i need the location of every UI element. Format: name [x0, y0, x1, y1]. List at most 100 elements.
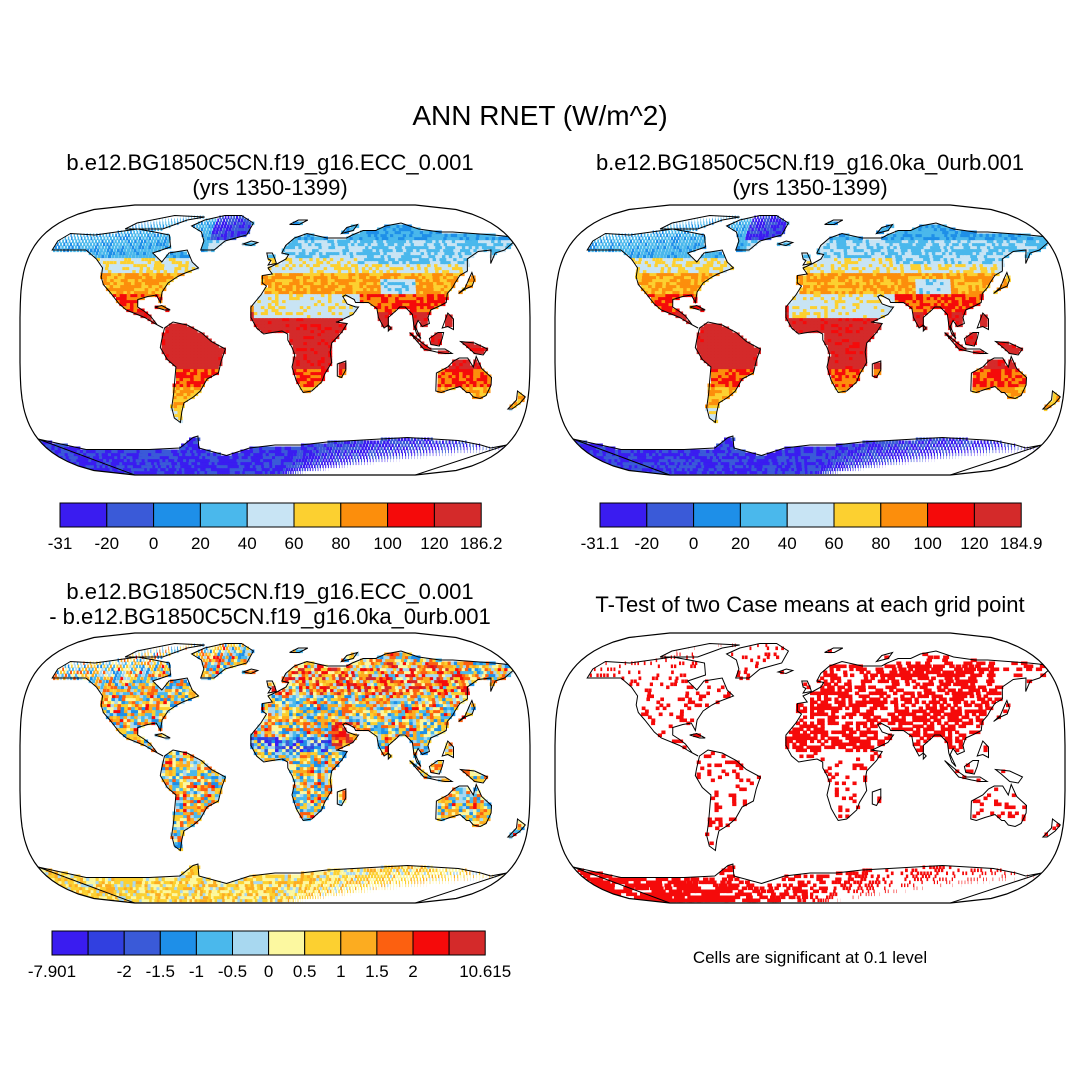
grid-cell	[135, 269, 140, 274]
grid-cell	[412, 290, 417, 295]
grid-cell	[146, 242, 149, 247]
grid-cell	[429, 248, 435, 253]
grid-cell	[260, 302, 265, 307]
grid-cell	[314, 335, 319, 340]
grid-cell	[175, 344, 180, 349]
coastline-antarctica	[37, 435, 507, 475]
grid-cell	[337, 272, 343, 277]
grid-cell	[437, 299, 442, 304]
grid-cell	[466, 341, 471, 346]
grid-cell	[391, 305, 396, 310]
grid-cell	[513, 404, 517, 409]
grid-cell	[275, 449, 279, 454]
grid-cell	[351, 245, 357, 250]
grid-cell	[445, 320, 450, 325]
grid-cell	[422, 440, 425, 445]
grid-cell	[214, 365, 219, 370]
grid-cell	[358, 272, 364, 277]
grid-cell	[179, 254, 184, 259]
grid-cell	[393, 224, 400, 229]
grid-cell	[449, 269, 454, 274]
grid-cell	[303, 383, 308, 388]
grid-cell	[285, 299, 290, 304]
grid-cell	[272, 458, 276, 463]
grid-cell	[158, 287, 163, 292]
grid-cell	[435, 254, 441, 259]
grid-cell	[294, 236, 299, 241]
grid-cell	[409, 440, 412, 445]
grid-cell	[323, 455, 326, 460]
grid-cell	[370, 452, 373, 457]
grid-cell	[326, 257, 331, 262]
grid-cell	[391, 293, 396, 298]
grid-cell	[857, 464, 859, 469]
grid-cell	[388, 305, 393, 310]
grid-cell	[318, 452, 322, 457]
grid-cell	[230, 230, 234, 235]
grid-cell	[310, 314, 315, 319]
grid-cell	[302, 251, 307, 256]
grid-cell	[366, 455, 368, 460]
grid-cell	[319, 260, 324, 265]
grid-cell	[337, 260, 342, 265]
grid-cell	[296, 338, 301, 343]
grid-cell	[314, 320, 319, 325]
grid-cell	[230, 233, 234, 238]
grid-cell	[416, 263, 422, 268]
grid-cell	[124, 275, 129, 280]
grid-cell	[352, 236, 358, 241]
grid-cell	[139, 269, 143, 274]
grid-cell	[113, 260, 117, 265]
grid-cell	[315, 251, 320, 256]
grid-cell	[96, 233, 98, 238]
grid-cell	[183, 395, 188, 400]
grid-cell	[278, 455, 282, 460]
grid-cell	[226, 224, 230, 229]
grid-cell	[293, 452, 297, 457]
grid-cell	[203, 227, 207, 232]
grid-cell	[190, 377, 195, 382]
grid-cell	[773, 464, 779, 469]
grid-cell	[355, 245, 360, 250]
grid-cell	[166, 452, 173, 457]
grid-cell	[158, 296, 163, 301]
grid-cell	[409, 299, 414, 304]
grid-cell	[295, 461, 298, 466]
grid-cell	[423, 437, 427, 442]
grid-cell	[282, 299, 287, 304]
grid-cell	[483, 386, 488, 391]
grid-cell	[183, 374, 188, 379]
grid-cell	[313, 371, 318, 376]
grid-cell	[150, 248, 154, 253]
grid-cell	[271, 329, 276, 334]
grid-cell	[206, 221, 209, 226]
grid-cell	[133, 290, 138, 295]
grid-cell	[328, 296, 333, 301]
grid-cell	[179, 257, 183, 262]
grid-cell	[193, 386, 198, 391]
grid-cell	[172, 341, 177, 346]
grid-cell	[275, 308, 280, 313]
grid-cell	[355, 461, 357, 466]
grid-cell	[332, 248, 337, 253]
grid-cell	[214, 224, 217, 229]
grid-cell	[284, 452, 288, 457]
grid-cell	[287, 446, 292, 451]
grid-cell	[179, 344, 184, 349]
grid-cell	[193, 374, 198, 379]
grid-cell	[282, 470, 285, 475]
grid-cell	[85, 239, 88, 244]
grid-cell	[345, 248, 351, 253]
grid-cell	[326, 254, 331, 259]
grid-cell	[317, 323, 322, 328]
grid-cell	[319, 263, 325, 268]
grid-cell	[434, 299, 439, 304]
grid-cell	[241, 452, 246, 457]
grid-cell	[278, 317, 283, 322]
grid-cell	[330, 440, 334, 445]
grid-cell	[278, 305, 283, 310]
grid-cell	[153, 224, 155, 229]
grid-cell	[289, 278, 294, 283]
grid-cell	[423, 263, 429, 268]
grid-cell	[133, 299, 138, 304]
